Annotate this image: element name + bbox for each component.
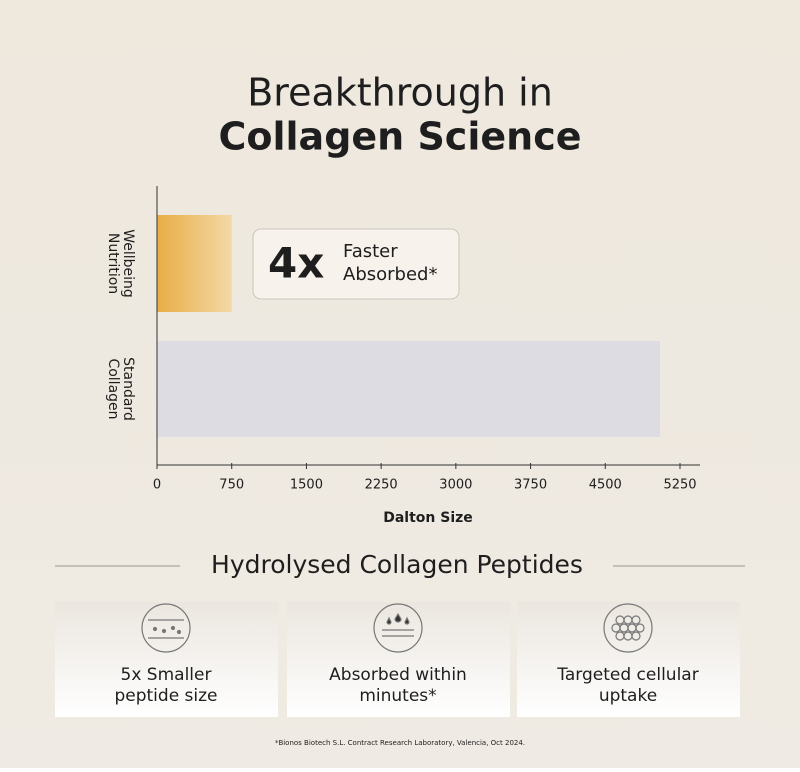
card-text: uptake [599,686,657,706]
y-tick-label: Wellbeing [120,229,136,298]
x-tick-label: 750 [219,478,244,493]
section-heading: Hydrolysed Collagen Peptides [211,550,583,579]
y-tick-label: Nutrition [105,233,121,294]
x-tick-label: 2250 [365,478,398,493]
card-text: 5x Smaller [121,665,212,685]
card [55,602,278,717]
x-tick-label: 5250 [663,478,696,493]
bar [157,341,661,437]
card-text: peptide size [114,686,217,706]
x-tick-label: 1500 [290,478,323,493]
annotation-big: 4x [268,239,324,288]
x-tick-label: 3000 [439,478,472,493]
title: Breakthrough in [247,71,553,115]
y-tick-label: Standard [120,357,136,421]
annotation-box [252,228,460,300]
card [517,602,740,717]
footnote: *Bionos Biotech S.L. Contract Research L… [275,739,525,747]
bar [157,215,232,312]
icons [141,603,653,653]
y-tick-label: Collagen [105,358,121,419]
x-axis-label: Dalton Size [383,510,473,526]
annotation-text: Faster [343,241,398,262]
x-tick-label: 3750 [514,478,547,493]
card-text: Absorbed within [329,665,467,685]
x-tick-label: 4500 [589,478,622,493]
card-text: minutes* [359,686,436,706]
card-text: Targeted cellular [556,665,698,685]
x-tick-label: 0 [153,478,161,493]
title: Collagen Science [219,115,582,159]
annotation-text: Absorbed* [343,264,437,285]
